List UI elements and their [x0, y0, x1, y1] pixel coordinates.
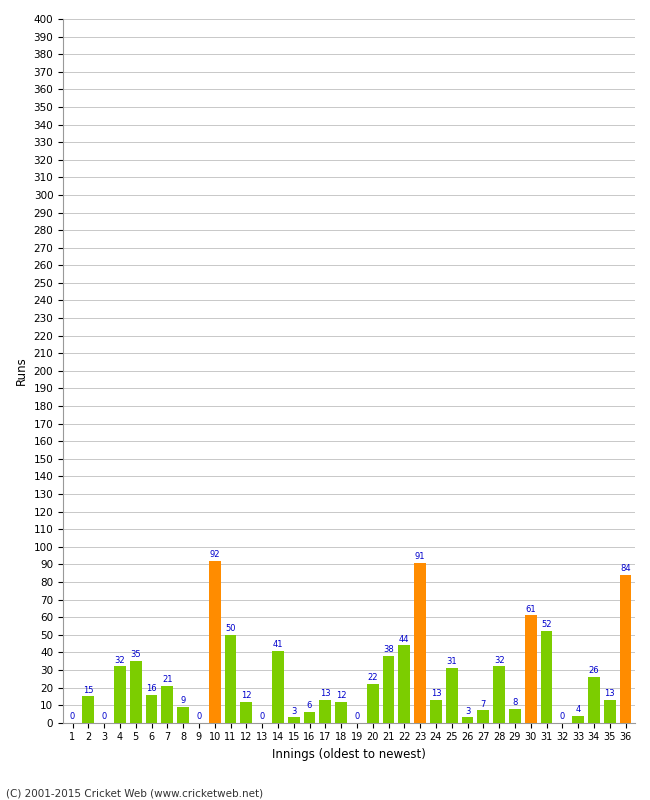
Text: 44: 44: [399, 634, 410, 643]
Text: 92: 92: [209, 550, 220, 559]
Text: 32: 32: [494, 656, 504, 665]
Bar: [398, 646, 410, 722]
Text: 38: 38: [383, 645, 394, 654]
Text: 32: 32: [114, 656, 125, 665]
Text: 0: 0: [196, 712, 202, 721]
Text: 3: 3: [291, 706, 296, 716]
Bar: [462, 718, 473, 722]
Text: 91: 91: [415, 552, 425, 561]
Text: 21: 21: [162, 675, 172, 684]
Text: 0: 0: [70, 712, 75, 721]
Text: (C) 2001-2015 Cricket Web (www.cricketweb.net): (C) 2001-2015 Cricket Web (www.cricketwe…: [6, 788, 264, 798]
Text: 12: 12: [336, 691, 346, 700]
Text: 41: 41: [272, 640, 283, 649]
Bar: [619, 575, 631, 722]
Bar: [177, 707, 189, 722]
Bar: [83, 696, 94, 722]
Bar: [304, 712, 315, 722]
X-axis label: Innings (oldest to newest): Innings (oldest to newest): [272, 748, 426, 761]
Bar: [541, 631, 552, 722]
Text: 7: 7: [480, 700, 486, 709]
Bar: [588, 677, 600, 722]
Text: 3: 3: [465, 706, 470, 716]
Bar: [493, 666, 505, 722]
Text: 26: 26: [589, 666, 599, 675]
Text: 52: 52: [541, 621, 552, 630]
Text: 9: 9: [181, 696, 186, 705]
Bar: [604, 700, 616, 722]
Bar: [288, 718, 300, 722]
Text: 0: 0: [101, 712, 107, 721]
Bar: [319, 700, 332, 722]
Text: 8: 8: [512, 698, 517, 707]
Bar: [272, 650, 284, 722]
Text: 12: 12: [241, 691, 252, 700]
Bar: [477, 710, 489, 722]
Text: 31: 31: [447, 658, 457, 666]
Bar: [572, 716, 584, 722]
Bar: [367, 684, 379, 722]
Text: 50: 50: [226, 624, 236, 633]
Text: 0: 0: [560, 712, 565, 721]
Text: 4: 4: [575, 705, 580, 714]
Bar: [146, 694, 157, 722]
Text: 0: 0: [354, 712, 359, 721]
Text: 61: 61: [525, 605, 536, 614]
Bar: [240, 702, 252, 722]
Bar: [446, 668, 458, 722]
Bar: [130, 661, 142, 722]
Bar: [430, 700, 442, 722]
Text: 13: 13: [430, 689, 441, 698]
Bar: [335, 702, 347, 722]
Text: 0: 0: [259, 712, 265, 721]
Bar: [525, 615, 537, 722]
Text: 13: 13: [320, 689, 331, 698]
Text: 16: 16: [146, 684, 157, 693]
Bar: [225, 634, 237, 722]
Bar: [509, 709, 521, 722]
Text: 35: 35: [131, 650, 141, 659]
Y-axis label: Runs: Runs: [15, 357, 28, 386]
Bar: [114, 666, 126, 722]
Text: 84: 84: [620, 564, 631, 573]
Bar: [414, 562, 426, 722]
Bar: [161, 686, 174, 722]
Text: 15: 15: [83, 686, 94, 694]
Bar: [209, 561, 220, 722]
Text: 6: 6: [307, 702, 312, 710]
Text: 13: 13: [604, 689, 615, 698]
Bar: [383, 656, 395, 722]
Text: 22: 22: [367, 674, 378, 682]
